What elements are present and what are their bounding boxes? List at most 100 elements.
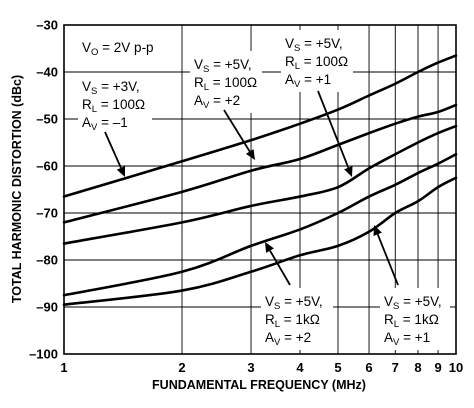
annotation-line: VS = +5V, <box>285 36 343 54</box>
annotation-1: VO = 2V p-p <box>82 40 154 58</box>
annotation-value: = 1kΩ <box>280 312 320 327</box>
annotation-arrow <box>376 233 399 286</box>
y-tick-label: –60 <box>36 159 58 174</box>
annotation-subscript: L <box>92 104 97 115</box>
y-tick-label: –50 <box>36 112 58 127</box>
annotation-subscript: L <box>275 319 280 330</box>
annotation-symbol: A <box>285 72 294 87</box>
annotation-symbol: A <box>194 93 203 108</box>
annotation-subscript: S <box>393 301 399 312</box>
annotation-line: VS = +5V, <box>265 294 323 312</box>
annotation-symbol: A <box>265 330 274 345</box>
annotation-symbol: V <box>82 79 91 94</box>
annotation-line: AV = +2 <box>265 330 311 348</box>
y-tick-label: –40 <box>36 65 58 80</box>
annotation-subscript: L <box>295 61 300 72</box>
annotation-value: = 1kΩ <box>399 312 439 327</box>
annotation-symbol: V <box>82 40 91 55</box>
annotation-subscript: V <box>393 337 400 348</box>
annotation-symbol: R <box>82 97 92 112</box>
annotation-symbol: A <box>384 330 393 345</box>
x-tick-label: 5 <box>334 360 341 375</box>
annotation-value: = +2 <box>280 330 311 345</box>
annotation-bg <box>380 288 450 350</box>
annotation-line: RL = 100Ω <box>194 75 257 93</box>
x-tick-label: 3 <box>247 360 254 375</box>
y-tick-label: –30 <box>36 18 58 33</box>
annotation-arrow <box>317 90 350 169</box>
annotation-subscript: S <box>203 64 209 75</box>
y-tick-label: –100 <box>29 347 58 362</box>
y-tick-label: –80 <box>36 253 58 268</box>
annotation-arrow <box>269 250 291 286</box>
y-axis-label: TOTAL HARMONIC DISTORTION (dBc) <box>10 75 24 303</box>
y-tick-label: –70 <box>36 206 58 221</box>
annotation-value: = 100Ω <box>97 97 145 112</box>
annotation-value: = +5V, <box>300 36 342 51</box>
arrowhead-icon <box>344 166 353 177</box>
annotation-line: RL = 100Ω <box>285 54 348 72</box>
arrowhead-icon <box>265 242 274 253</box>
annotation-line: AV = –1 <box>82 115 128 133</box>
annotation-subscript: V <box>294 79 301 90</box>
annotation-bg <box>190 51 262 113</box>
annotation-symbol: A <box>82 115 91 130</box>
annotation-line: VS = +3V, <box>82 79 140 97</box>
x-tick-label: 6 <box>365 360 372 375</box>
annotation-subscript: O <box>91 47 98 58</box>
arrowhead-icon <box>245 149 255 160</box>
x-tick-label: 7 <box>392 360 399 375</box>
tick-labels: 1 2 3 4 5 6 7 8 9 10 –30 –40 –50 –60 –70 –80 –90 –100 <box>29 18 463 376</box>
annotation-subscript: V <box>274 337 281 348</box>
arrowhead-icon <box>373 225 382 236</box>
annotation-value: = +2 <box>209 93 240 108</box>
annotation-bg <box>281 30 353 92</box>
arrowhead-icon <box>116 166 126 177</box>
annotation-line: VS = +5V, <box>194 57 252 75</box>
annotation-line: VS = +5V, <box>384 294 442 312</box>
x-tick-label: 8 <box>414 360 421 375</box>
annotation-symbol: R <box>285 54 295 69</box>
annotation-value: = 2V p-p <box>98 40 153 55</box>
x-tick-label: 4 <box>296 360 304 375</box>
annotation-symbol: V <box>194 57 203 72</box>
annotation-arrow <box>104 131 122 169</box>
annotation-value: = +5V, <box>399 294 441 309</box>
annotation-value: = 100Ω <box>300 54 348 69</box>
annotation-bg <box>261 288 333 350</box>
annotation-symbol: R <box>265 312 275 327</box>
annotation-bg <box>78 73 152 135</box>
plot-frame <box>63 24 457 355</box>
annotation-subscript: L <box>204 82 209 93</box>
annotation-symbol: V <box>265 294 274 309</box>
annotation-value: = +5V, <box>209 57 251 72</box>
annotation-line: AV = +2 <box>194 93 240 111</box>
series-line-5 <box>62 176 458 306</box>
y-tick-label: –90 <box>36 300 58 315</box>
annotation-symbol: R <box>194 75 204 90</box>
annotation-subscript: S <box>274 301 280 312</box>
series-layer <box>62 54 458 306</box>
annotation-value: = +3V, <box>97 79 139 94</box>
x-axis-label: FUNDAMENTAL FREQUENCY (MHz) <box>152 378 366 392</box>
series-line-2 <box>62 103 458 224</box>
annotation-subscript: V <box>203 100 210 111</box>
annotation-value: = 100Ω <box>209 75 257 90</box>
annotation-arrow <box>223 109 251 152</box>
annotation-line: AV = +1 <box>384 330 430 348</box>
annotation-line: VO = 2V p-p <box>82 40 154 58</box>
annotation-symbol: V <box>384 294 393 309</box>
series-line-1 <box>62 54 458 198</box>
annotation-value: = +1 <box>300 72 331 87</box>
x-tick-label: 9 <box>434 360 441 375</box>
annotation-symbol: R <box>384 312 394 327</box>
annotation-line: AV = +1 <box>285 72 331 90</box>
x-tick-label: 10 <box>449 360 463 375</box>
annotation-value: = +5V, <box>280 294 322 309</box>
